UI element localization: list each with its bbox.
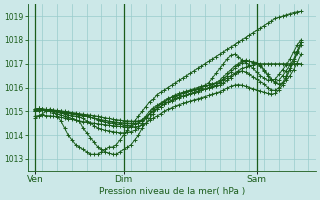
X-axis label: Pression niveau de la mer( hPa ): Pression niveau de la mer( hPa ) [99,187,245,196]
